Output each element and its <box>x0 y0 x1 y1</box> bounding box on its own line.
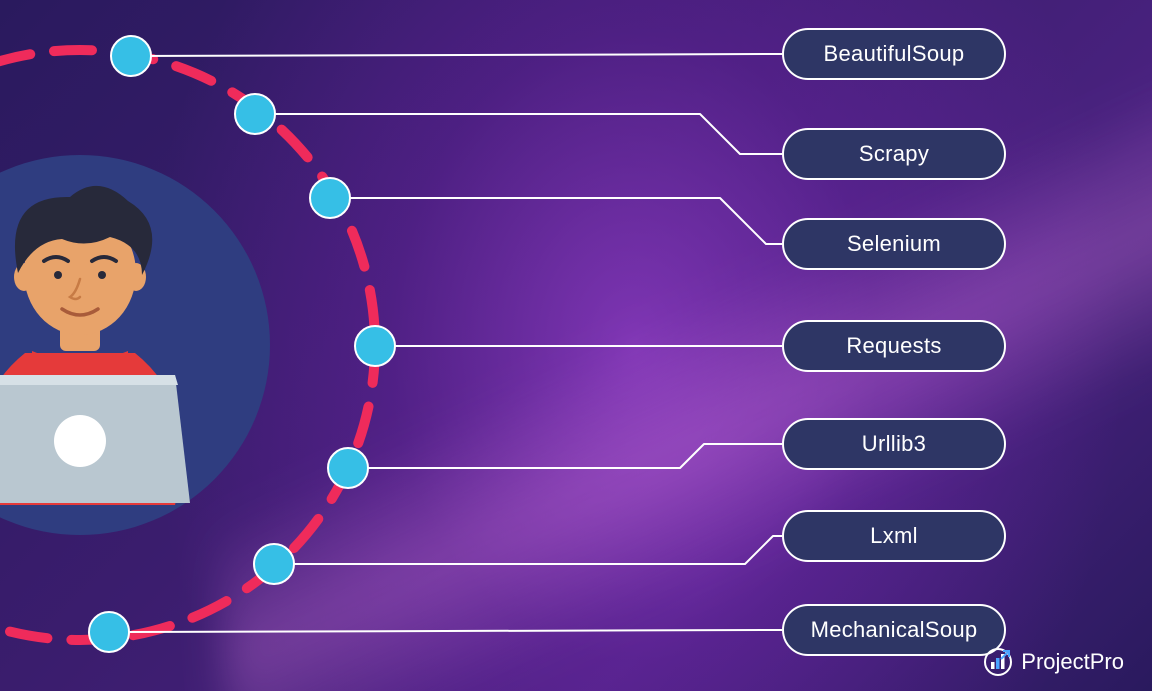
item-pill-lxml: Lxml <box>782 510 1006 562</box>
connector-line <box>131 54 782 56</box>
item-label: BeautifulSoup <box>824 41 965 67</box>
orbit-dot <box>235 94 275 134</box>
item-label: Lxml <box>870 523 918 549</box>
brand-text: ProjectPro <box>1021 649 1124 675</box>
item-label: Urllib3 <box>862 431 926 457</box>
item-pill-requests: Requests <box>782 320 1006 372</box>
brand-icon <box>983 647 1013 677</box>
connector-line <box>274 536 782 564</box>
orbit-dot <box>89 612 129 652</box>
orbit-dot <box>310 178 350 218</box>
item-pill-selenium: Selenium <box>782 218 1006 270</box>
orbit-dot <box>111 36 151 76</box>
orbit-dot <box>355 326 395 366</box>
item-label: Requests <box>846 333 941 359</box>
item-label: MechanicalSoup <box>811 617 978 643</box>
item-pill-scrapy: Scrapy <box>782 128 1006 180</box>
item-pill-mechanicalsoup: MechanicalSoup <box>782 604 1006 656</box>
orbit-dot <box>328 448 368 488</box>
orbit-dot <box>254 544 294 584</box>
connector-line <box>109 630 782 632</box>
connector-line <box>330 198 782 244</box>
item-pill-beautifulsoup: BeautifulSoup <box>782 28 1006 80</box>
item-pill-urllib3: Urllib3 <box>782 418 1006 470</box>
item-label: Selenium <box>847 231 941 257</box>
connector-line <box>348 444 782 468</box>
connector-line <box>255 114 782 154</box>
brand-logo: ProjectPro <box>983 647 1124 677</box>
item-label: Scrapy <box>859 141 929 167</box>
